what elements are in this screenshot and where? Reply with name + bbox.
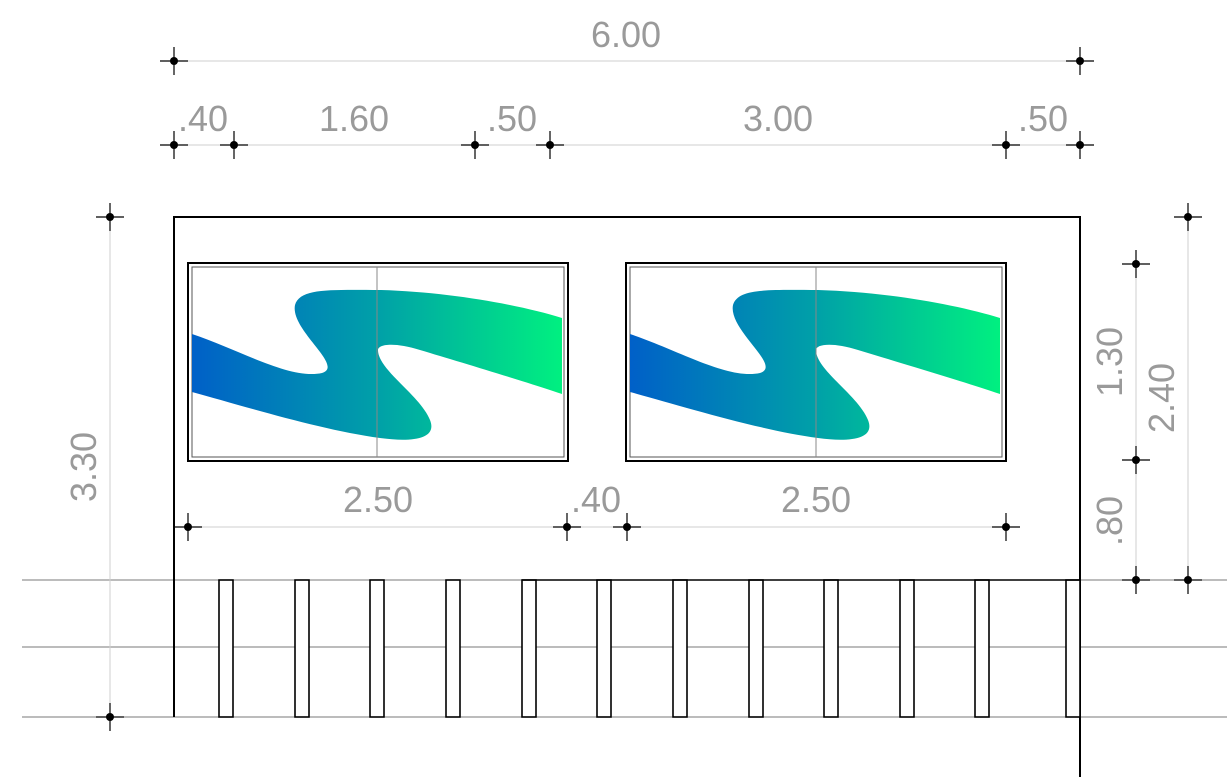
dim-window-left-width: 2.50	[343, 479, 413, 520]
tick-marker	[536, 131, 564, 159]
tick-marker	[1122, 250, 1150, 278]
dim-total-height: 3.30	[63, 432, 104, 502]
dim-segment-3: .50	[487, 98, 537, 139]
dim-segment-5: .50	[1018, 98, 1068, 139]
dim-window-height: 1.30	[1089, 327, 1130, 397]
tick-marker	[1066, 47, 1094, 75]
fence-posts	[218, 579, 1081, 718]
tick-marker	[1122, 446, 1150, 474]
dimension-lines	[109, 60, 1189, 717]
dim-segment-4: 3.00	[743, 98, 813, 139]
tick-marker	[1174, 566, 1202, 594]
tick-marker	[1066, 131, 1094, 159]
dim-total-width: 6.00	[591, 14, 661, 55]
dimension-labels: 6.00 .40 1.60 .50 3.00 .50 2.50 .40 2.50…	[63, 14, 1182, 546]
window-left	[187, 262, 569, 462]
tick-marker	[160, 131, 188, 159]
dimension-ticks	[96, 47, 1202, 731]
wall-outline	[173, 216, 1081, 777]
tick-marker	[992, 131, 1020, 159]
dim-top-of-window-height: 2.40	[1141, 363, 1182, 433]
tick-marker	[992, 513, 1020, 541]
tick-marker	[220, 131, 248, 159]
dim-window-right-width: 2.50	[781, 479, 851, 520]
ground-lines	[22, 579, 1227, 718]
dim-segment-1: .40	[178, 98, 228, 139]
tick-marker	[613, 513, 641, 541]
tick-marker	[1174, 203, 1202, 231]
tick-marker	[96, 203, 124, 231]
tick-marker	[461, 131, 489, 159]
tick-marker	[160, 47, 188, 75]
dim-segment-2: 1.60	[319, 98, 389, 139]
tick-marker	[174, 513, 202, 541]
tick-marker	[96, 703, 124, 731]
s-graphic-right	[630, 289, 1000, 440]
window-right	[625, 262, 1007, 462]
tick-marker	[1122, 566, 1150, 594]
tick-marker	[553, 513, 581, 541]
dim-window-gap: .40	[571, 479, 621, 520]
dim-sill-height: .80	[1089, 496, 1130, 546]
